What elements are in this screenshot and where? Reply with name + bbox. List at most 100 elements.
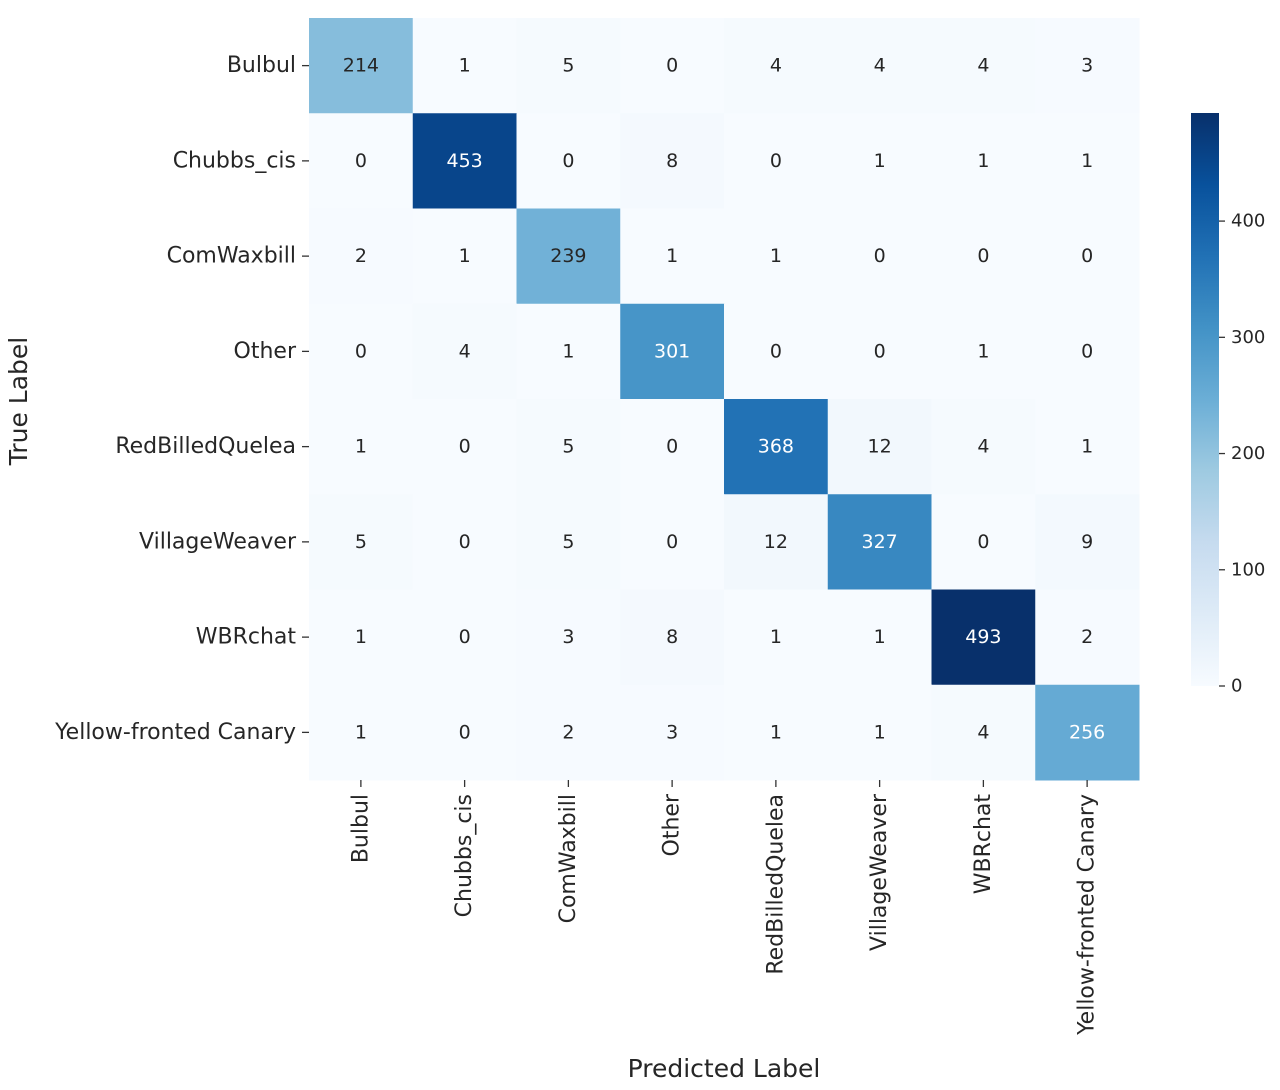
cell-value: 1 bbox=[874, 626, 886, 648]
heatmap-cell bbox=[516, 684, 621, 781]
heatmap-cell bbox=[724, 494, 829, 590]
heatmap-cell bbox=[931, 303, 1036, 400]
heatmap-cell bbox=[412, 113, 517, 209]
cell-value: 0 bbox=[666, 531, 678, 553]
cell-value: 8 bbox=[666, 626, 678, 648]
cell-value: 1 bbox=[666, 245, 678, 267]
colorbar: 0 100 200 300 400 bbox=[1191, 113, 1265, 697]
heatmap-cell bbox=[1035, 113, 1140, 209]
y-tick-label: WBRchat bbox=[196, 625, 297, 650]
heatmap-cell bbox=[1035, 399, 1140, 495]
x-tick-label: Yellow-fronted Canary bbox=[1075, 794, 1100, 1036]
cell-value: 0 bbox=[355, 340, 367, 362]
cell-value: 1 bbox=[977, 150, 989, 172]
x-axis-label: Predicted Label bbox=[628, 1054, 821, 1083]
heatmap-cell bbox=[827, 303, 932, 400]
cell-value: 0 bbox=[459, 436, 471, 458]
cell-value: 4 bbox=[770, 55, 782, 77]
heatmap-cell bbox=[724, 684, 829, 781]
x-tick-label: ComWaxbill bbox=[556, 794, 581, 923]
heatmap-cell bbox=[412, 208, 517, 305]
heatmap-cell bbox=[724, 113, 829, 209]
heatmap-cell bbox=[724, 208, 829, 305]
cell-value: 0 bbox=[1081, 340, 1093, 362]
cell-value: 0 bbox=[1081, 245, 1093, 267]
heatmap-cell bbox=[412, 589, 517, 686]
cell-value: 1 bbox=[355, 626, 367, 648]
cell-value: 5 bbox=[562, 55, 574, 77]
heatmap-cell bbox=[827, 589, 932, 686]
heatmap-cell bbox=[412, 684, 517, 781]
heatmap-cell bbox=[827, 18, 932, 114]
heatmap-cell bbox=[620, 208, 725, 305]
heatmap-cell bbox=[516, 208, 621, 305]
heatmap-cell bbox=[827, 208, 932, 305]
cell-value: 1 bbox=[459, 55, 471, 77]
heatmap-cell bbox=[516, 113, 621, 209]
cell-value: 493 bbox=[965, 626, 1001, 648]
x-tick-label: Chubbs_cis bbox=[452, 794, 477, 917]
x-tick-label: Other bbox=[660, 793, 685, 856]
cell-value: 1 bbox=[355, 436, 367, 458]
cell-value: 3 bbox=[1081, 55, 1093, 77]
heatmap-cell bbox=[724, 18, 829, 114]
cell-value: 0 bbox=[770, 340, 782, 362]
cell-value: 0 bbox=[666, 55, 678, 77]
heatmap-cell bbox=[620, 113, 725, 209]
heatmap-cell bbox=[309, 494, 414, 590]
heatmap-cell bbox=[516, 303, 621, 400]
y-tick-label: VillageWeaver bbox=[139, 529, 297, 554]
cell-value: 2 bbox=[1081, 626, 1093, 648]
cell-value: 1 bbox=[1081, 436, 1093, 458]
cell-value: 12 bbox=[868, 436, 892, 458]
heatmap-cell bbox=[1035, 589, 1140, 686]
cell-value: 256 bbox=[1069, 721, 1105, 743]
cell-value: 0 bbox=[459, 531, 471, 553]
cell-value: 453 bbox=[446, 150, 482, 172]
heatmap-cell bbox=[931, 399, 1036, 495]
heatmap-cell bbox=[931, 208, 1036, 305]
x-axis-ticks: Bulbul Chubbs_cis ComWaxbill Other RedBilled… bbox=[348, 780, 1100, 1036]
cell-value: 214 bbox=[343, 55, 379, 77]
cell-value: 1 bbox=[562, 340, 574, 362]
heatmap-cell bbox=[309, 684, 414, 781]
heatmap-cell bbox=[1035, 684, 1140, 781]
heatmap-cell bbox=[309, 399, 414, 495]
cell-value: 2 bbox=[355, 245, 367, 267]
y-tick-label: ComWaxbill bbox=[167, 244, 296, 269]
heatmap-cell bbox=[309, 589, 414, 686]
heatmap-cell bbox=[620, 589, 725, 686]
cell-value: 5 bbox=[562, 531, 574, 553]
cell-value: 0 bbox=[770, 150, 782, 172]
cell-value: 1 bbox=[355, 721, 367, 743]
heatmap-cell bbox=[309, 18, 414, 114]
heatmap-cell bbox=[827, 494, 932, 590]
heatmap-cell bbox=[412, 303, 517, 400]
heatmap-cell bbox=[724, 399, 829, 495]
cell-value: 5 bbox=[355, 531, 367, 553]
heatmap-cell bbox=[931, 589, 1036, 686]
cell-value: 0 bbox=[459, 626, 471, 648]
heatmap-cell bbox=[620, 399, 725, 495]
cell-value: 1 bbox=[459, 245, 471, 267]
heatmap-cell bbox=[309, 208, 414, 305]
x-tick-label: WBRchat bbox=[971, 794, 996, 895]
colorbar-tick-label: 400 bbox=[1231, 211, 1265, 232]
heatmap-cell bbox=[827, 399, 932, 495]
heatmap-cell bbox=[827, 684, 932, 781]
cell-value: 327 bbox=[861, 531, 897, 553]
heatmap-cell bbox=[309, 303, 414, 400]
heatmap-cell bbox=[516, 494, 621, 590]
colorbar-tick-label: 200 bbox=[1231, 443, 1265, 464]
y-axis-label: True Label bbox=[4, 337, 33, 467]
cell-value: 1 bbox=[874, 150, 886, 172]
cell-value: 0 bbox=[355, 150, 367, 172]
cell-value: 8 bbox=[666, 150, 678, 172]
cell-value: 0 bbox=[459, 721, 471, 743]
heatmap-cell bbox=[931, 113, 1036, 209]
cell-value: 0 bbox=[666, 436, 678, 458]
heatmap-cell bbox=[1035, 18, 1140, 114]
y-axis-ticks: Bulbul Chubbs_cis ComWaxbill Other RedBilled… bbox=[54, 53, 309, 745]
y-tick-label: RedBilledQuelea bbox=[115, 434, 296, 459]
